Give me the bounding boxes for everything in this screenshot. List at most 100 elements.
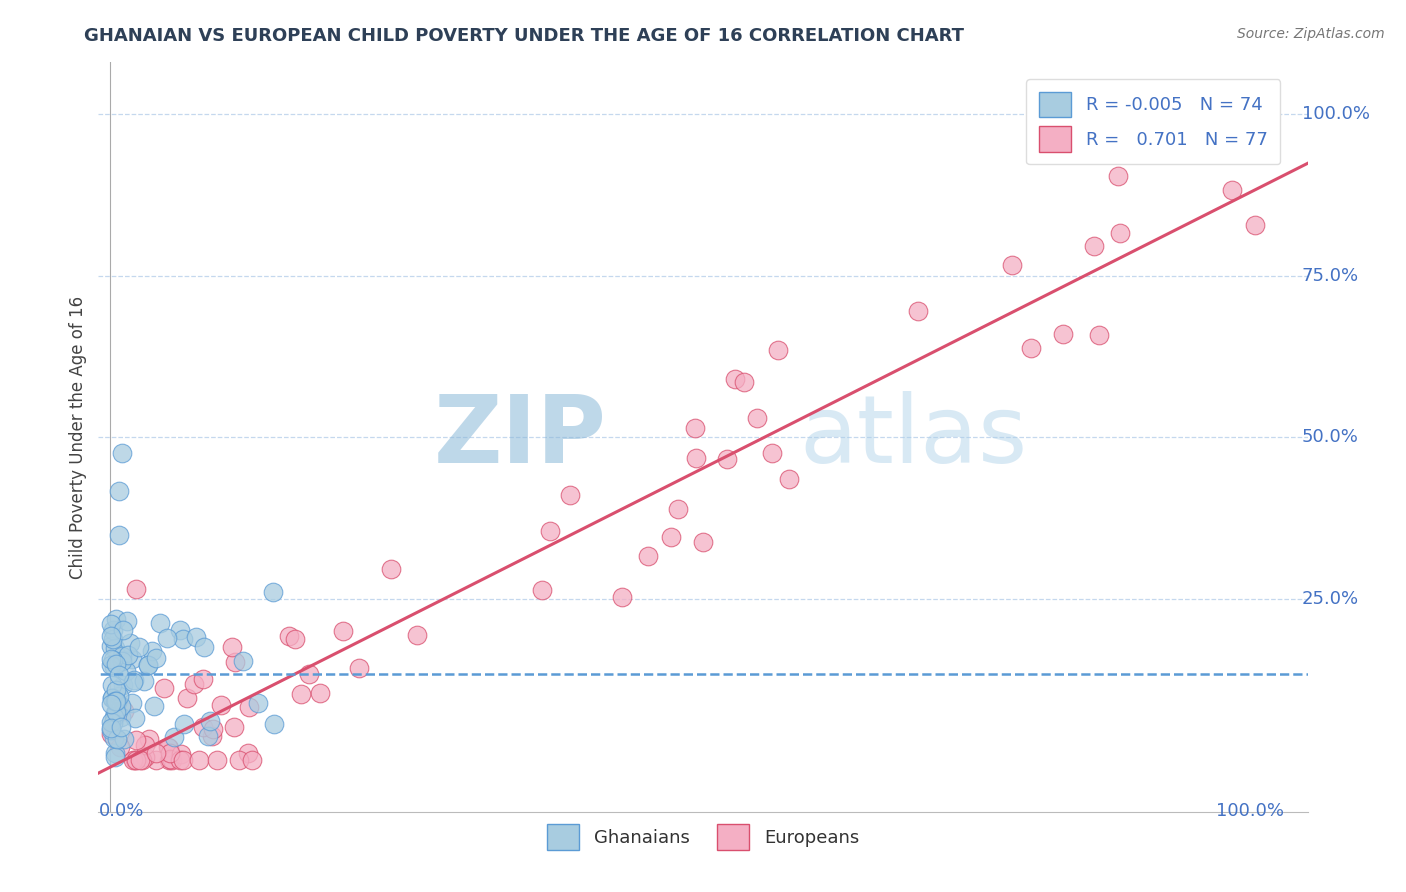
Point xyxy=(1220,183,1243,197)
Point xyxy=(172,632,194,646)
Point xyxy=(145,651,167,665)
Point xyxy=(347,661,370,675)
Point xyxy=(156,631,179,645)
Point xyxy=(111,648,134,663)
Text: atlas: atlas xyxy=(800,391,1028,483)
Point xyxy=(108,690,131,704)
Point xyxy=(1019,341,1042,355)
Point xyxy=(659,530,682,544)
Point xyxy=(112,731,135,746)
Point xyxy=(128,640,150,654)
Point xyxy=(169,747,191,761)
Point xyxy=(136,658,159,673)
Point xyxy=(100,714,122,729)
Point xyxy=(160,753,183,767)
Point xyxy=(761,446,783,460)
Point xyxy=(104,694,127,708)
Point xyxy=(100,691,122,706)
Point xyxy=(124,753,146,767)
Y-axis label: Child Poverty Under the Age of 16: Child Poverty Under the Age of 16 xyxy=(69,295,87,579)
Point xyxy=(169,753,191,767)
Point xyxy=(100,652,122,666)
Point xyxy=(221,640,243,654)
Point xyxy=(104,706,127,720)
Point xyxy=(115,664,138,678)
Point xyxy=(110,710,132,724)
Point xyxy=(159,752,181,766)
Text: Source: ZipAtlas.com: Source: ZipAtlas.com xyxy=(1237,27,1385,41)
Point xyxy=(100,697,122,711)
Point xyxy=(149,616,172,631)
Text: 50.0%: 50.0% xyxy=(1302,428,1358,446)
Point xyxy=(115,614,138,628)
Point xyxy=(108,739,131,754)
Point xyxy=(224,720,246,734)
Text: 100.0%: 100.0% xyxy=(1302,105,1369,123)
Point xyxy=(117,648,139,662)
Point xyxy=(238,746,260,760)
Text: 100.0%: 100.0% xyxy=(1216,802,1284,820)
Point xyxy=(101,715,124,730)
Point xyxy=(112,624,135,638)
Point xyxy=(152,681,174,696)
Point xyxy=(100,629,122,643)
Point xyxy=(159,746,181,760)
Point xyxy=(125,753,148,767)
Point xyxy=(240,753,263,767)
Point xyxy=(193,720,215,734)
Point xyxy=(105,682,128,697)
Point xyxy=(105,695,128,709)
Point xyxy=(103,653,125,667)
Point xyxy=(284,632,307,647)
Point xyxy=(134,749,156,764)
Point xyxy=(405,628,427,642)
Point xyxy=(145,746,167,760)
Point xyxy=(1109,226,1132,240)
Point xyxy=(103,659,125,673)
Point xyxy=(108,667,131,681)
Point xyxy=(332,624,354,638)
Point xyxy=(298,666,321,681)
Point xyxy=(193,640,215,654)
Point xyxy=(778,472,800,486)
Point xyxy=(207,753,229,767)
Point xyxy=(121,753,143,767)
Point xyxy=(110,445,132,459)
Point xyxy=(163,730,186,744)
Point xyxy=(132,673,155,688)
Point xyxy=(104,749,127,764)
Point xyxy=(209,698,232,712)
Text: 75.0%: 75.0% xyxy=(1302,267,1358,285)
Point xyxy=(1244,218,1267,232)
Point xyxy=(538,524,561,538)
Point xyxy=(131,753,153,767)
Point xyxy=(172,753,194,767)
Point xyxy=(104,706,127,720)
Point xyxy=(141,644,163,658)
Point xyxy=(124,711,146,725)
Point xyxy=(724,372,747,386)
Point xyxy=(104,657,127,671)
Point xyxy=(104,640,127,655)
Point xyxy=(112,678,135,692)
Text: 0.0%: 0.0% xyxy=(98,802,143,820)
Point xyxy=(100,617,122,632)
Point xyxy=(1088,328,1111,343)
Point xyxy=(138,732,160,747)
Text: 25.0%: 25.0% xyxy=(1302,590,1358,607)
Point xyxy=(121,697,143,711)
Point xyxy=(100,727,122,741)
Point xyxy=(610,591,633,605)
Point xyxy=(224,656,246,670)
Point xyxy=(108,483,131,498)
Point xyxy=(110,698,132,713)
Point xyxy=(103,710,125,724)
Point xyxy=(766,343,789,357)
Point xyxy=(558,488,581,502)
Point xyxy=(202,722,225,736)
Point xyxy=(1083,239,1105,253)
Point xyxy=(100,657,122,672)
Point xyxy=(685,450,707,465)
Point xyxy=(122,673,145,688)
Point xyxy=(1001,258,1024,272)
